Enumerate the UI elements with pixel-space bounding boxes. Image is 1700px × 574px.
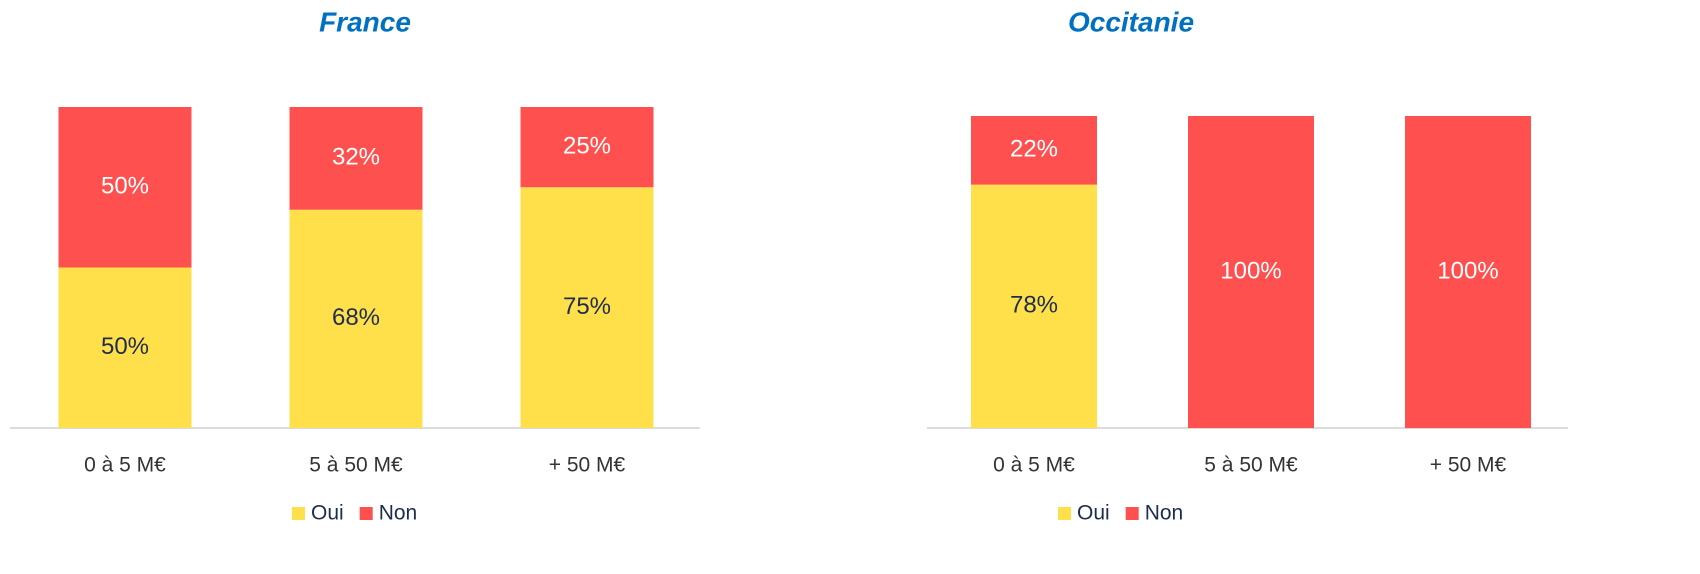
bar-segment xyxy=(1188,116,1314,428)
data-label: 100% xyxy=(1437,257,1498,284)
legend-label: Non xyxy=(379,502,418,525)
chart-title: Occitanie xyxy=(1068,6,1194,37)
data-label: 78% xyxy=(1010,292,1058,319)
legend-label: Oui xyxy=(1077,502,1110,525)
data-label: 100% xyxy=(1220,257,1281,284)
bar-segment xyxy=(1405,116,1531,428)
chart-title: France xyxy=(319,6,411,37)
x-tick-label: + 50 M€ xyxy=(549,454,626,477)
data-label: 32% xyxy=(332,144,380,171)
bar-segment xyxy=(971,184,1097,428)
bar-segment xyxy=(971,116,1097,185)
data-label: 68% xyxy=(332,304,380,331)
bar-segment xyxy=(289,107,423,210)
legend-swatch xyxy=(1058,507,1071,520)
legend-swatch xyxy=(1125,507,1139,520)
legend-swatch xyxy=(292,507,305,520)
x-tick-label: 0 à 5 M€ xyxy=(84,454,166,477)
x-tick-label: 5 à 50 M€ xyxy=(309,454,403,477)
bar-segment xyxy=(520,107,654,188)
data-label: 50% xyxy=(101,333,149,360)
x-tick-label: + 50 M€ xyxy=(1430,454,1507,477)
bar-segment xyxy=(58,267,192,428)
bar-segment xyxy=(289,209,423,428)
bar-segment xyxy=(520,187,654,428)
legend-label: Non xyxy=(1145,502,1184,525)
legend-swatch xyxy=(359,507,373,520)
x-tick-label: 5 à 50 M€ xyxy=(1204,454,1298,477)
data-label: 25% xyxy=(563,132,611,159)
bar-segment xyxy=(58,107,192,268)
data-label: 75% xyxy=(563,293,611,320)
x-tick-label: 0 à 5 M€ xyxy=(993,454,1075,477)
data-label: 22% xyxy=(1010,136,1058,163)
data-label: 50% xyxy=(101,173,149,200)
legend-label: Oui xyxy=(311,502,344,525)
